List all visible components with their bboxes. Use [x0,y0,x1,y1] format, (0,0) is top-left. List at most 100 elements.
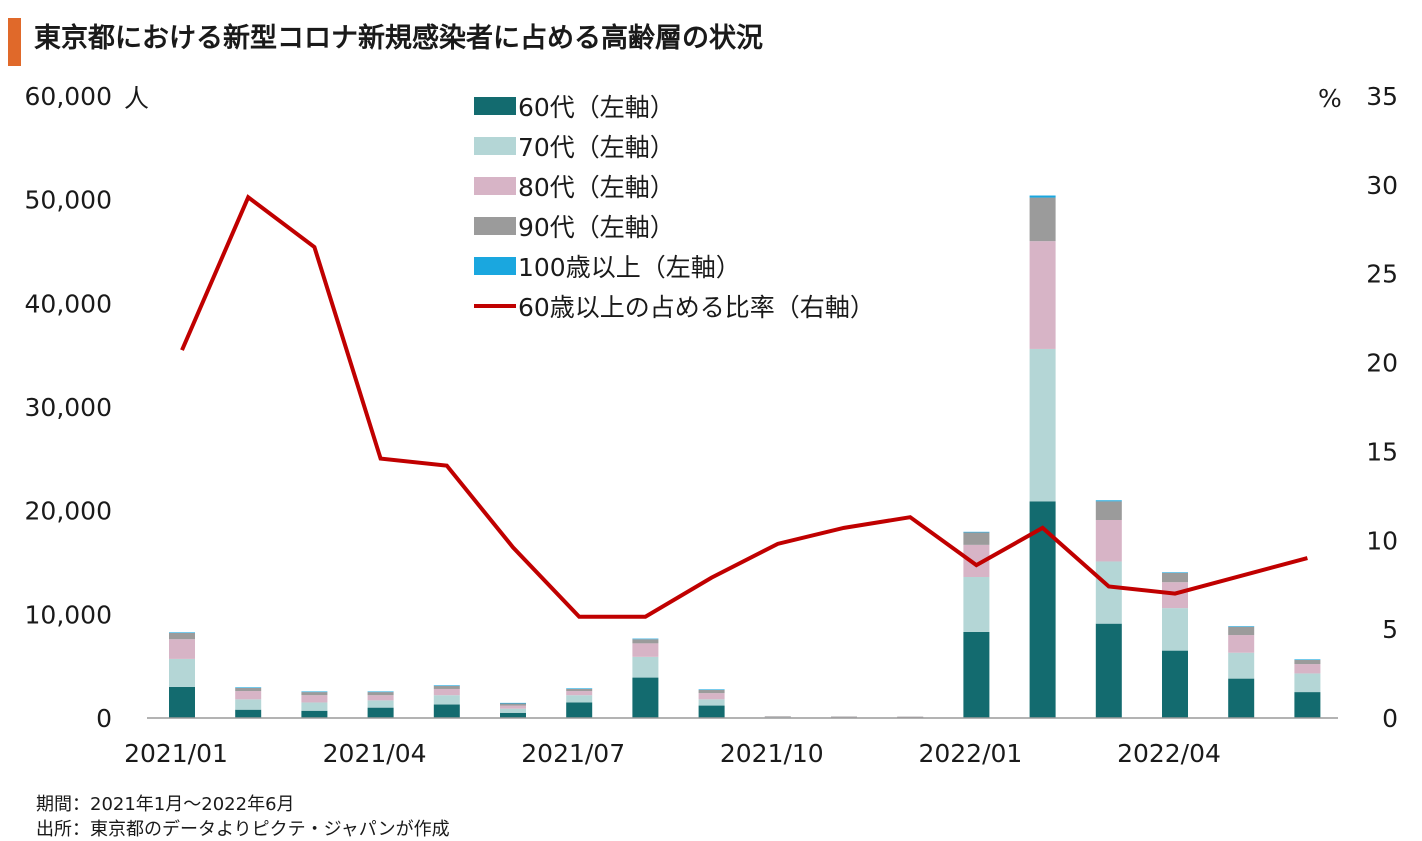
bar-60s-2021-08 [632,677,659,718]
right-axis-unit: % [1318,84,1342,113]
right-tick-label: 5 [1382,615,1398,644]
legend-label-ratio: 60歳以上の占める比率（右軸） [518,293,875,322]
bar-60s-2021-01 [169,686,195,718]
x-tick-label: 2022/01 [918,739,1022,768]
bar-100plus-2022-04 [1162,572,1188,573]
bar-80s-2021-03 [301,695,328,703]
legend-label-90s: 90代（左軸） [518,213,675,242]
bar-60s-2022-03 [1095,623,1122,718]
bar-90s-2021-07 [566,688,593,692]
bar-90s-2022-06 [1294,659,1321,665]
bar-80s-2021-05 [433,688,460,696]
bar-90s-2021-04 [367,692,394,696]
legend-swatch-60s [474,97,516,115]
bar-60s-2021-06 [500,712,526,718]
right-tick-label: 20 [1366,349,1398,378]
bar-100plus-2021-01 [169,632,195,633]
bar-100plus-2022-01 [963,531,990,533]
left-tick-label: 30,000 [25,393,112,422]
bar-100plus-2021-09 [698,689,725,691]
bar-90s-2022-05 [1228,626,1255,636]
bar-80s-2021-08 [632,643,659,657]
bar-90s-2022-04 [1162,572,1188,583]
bar-100plus-2021-06 [500,702,526,704]
bar-100plus-2022-03 [1095,500,1122,502]
bar-80s-2022-03 [1095,519,1122,562]
x-tick-label: 2021/01 [124,739,228,768]
ratio-line [180,194,1308,619]
bar-70s-2021-10 [764,716,791,718]
bar-60s-2022-05 [1228,678,1255,718]
bar-80s-2021-02 [235,691,262,700]
bar-90s-2022-03 [1095,501,1122,520]
bar-100plus-2021-02 [235,687,262,688]
bar-70s-2022-01 [963,577,990,632]
bar-80s-2022-05 [1228,635,1255,653]
bar-70s-2022-05 [1228,652,1255,679]
bar-90s-2022-01 [963,532,990,545]
right-tick-label: 15 [1366,437,1398,466]
legend-label-60s: 60代（左軸） [518,93,675,122]
bar-90s-2021-11 [831,716,857,718]
bar-90s-2021-03 [301,692,328,696]
bar-60s-2022-04 [1162,650,1188,718]
bar-100plus-2021-05 [433,685,460,686]
bar-90s-2021-06 [500,703,526,706]
legend-item-70s: 70代（左軸） [474,126,875,166]
left-tick-label: 60,000 [25,82,112,111]
bar-60s-2021-05 [433,704,460,718]
bar-60s-2021-02 [235,709,262,718]
legend-swatch-70s [474,137,516,155]
x-tick-label: 2021/04 [323,739,427,768]
legend-item-90s: 90代（左軸） [474,206,875,246]
bar-70s-2021-04 [367,700,394,708]
bar-80s-2021-01 [169,639,195,659]
right-tick-label: 10 [1366,526,1398,555]
legend-swatch-80s [474,177,516,195]
bar-80s-2021-04 [367,695,394,701]
bar-90s-2022-02 [1029,197,1056,242]
bar-70s-2022-06 [1294,673,1321,693]
bar-60s-2021-07 [566,702,593,718]
x-tick-label: 2022/04 [1117,739,1221,768]
bar-90s-2021-01 [169,632,195,640]
bar-60s-2022-01 [963,631,990,718]
left-tick-label: 10,000 [25,600,112,629]
right-tick-label: 0 [1382,704,1398,733]
x-tick-label: 2021/10 [720,739,824,768]
bar-60s-2021-03 [301,710,328,718]
bar-100plus-2021-03 [301,691,328,693]
legend-swatch-100plus [474,257,516,275]
bar-80s-2021-09 [698,693,725,700]
bar-90s-2021-12 [897,716,924,718]
bar-100plus-2021-07 [566,688,593,689]
bar-90s-2021-02 [235,687,262,692]
legend-label-70s: 70代（左軸） [518,133,675,162]
left-axis-unit: 人 [124,84,149,113]
bar-70s-2021-07 [566,695,593,703]
bar-60s-2022-06 [1294,692,1321,718]
bar-100plus-2021-08 [632,638,659,640]
bar-70s-2022-03 [1095,561,1122,624]
chart-title: 東京都における新型コロナ新規感染者に占める高齢層の状況 [34,23,763,54]
legend-swatch-ratio [474,304,516,308]
legend-label-80s: 80代（左軸） [518,173,675,202]
bar-70s-2021-06 [500,708,526,713]
bar-80s-2021-07 [566,691,593,696]
legend: 60代（左軸） 70代（左軸） 80代（左軸） 90代（左軸） 100歳以上（左… [474,86,875,326]
bar-70s-2021-08 [632,656,659,678]
left-tick-label: 0 [96,704,112,733]
bar-70s-2021-02 [235,699,262,710]
bar-60s-2021-09 [698,705,725,718]
bar-60s-2021-04 [367,707,394,718]
legend-label-100plus: 100歳以上（左軸） [518,253,741,282]
right-tick-label: 25 [1366,260,1398,289]
x-tick-label: 2021/07 [521,739,625,768]
bar-70s-2022-04 [1162,608,1188,651]
bar-90s-2021-05 [433,685,460,689]
bar-70s-2021-05 [433,695,460,705]
title-accent-bar [8,18,21,66]
right-tick-label: 30 [1366,171,1398,200]
footer-period: 期間：2021年1月～2022年6月 [36,794,295,815]
bar-100plus-2022-06 [1294,659,1321,660]
